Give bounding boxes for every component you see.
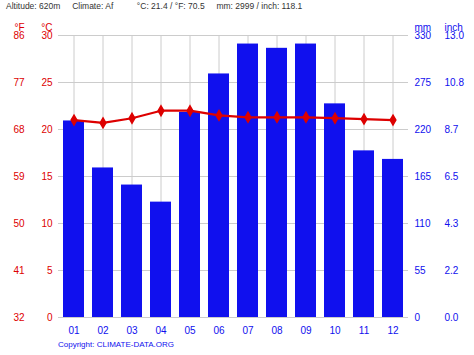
svg-text:0: 0 <box>47 312 53 323</box>
svg-text:30: 30 <box>41 29 53 41</box>
svg-text:4.3: 4.3 <box>445 218 459 229</box>
svg-text:6.5: 6.5 <box>445 171 459 182</box>
svg-text:06: 06 <box>213 325 225 336</box>
svg-text:inch: inch <box>445 22 463 33</box>
svg-text:275: 275 <box>415 77 432 88</box>
svg-text:10: 10 <box>41 218 53 229</box>
svg-text:02: 02 <box>97 325 109 336</box>
svg-text:8.7: 8.7 <box>445 124 459 135</box>
svg-text:10.8: 10.8 <box>445 77 465 88</box>
svg-text:01: 01 <box>68 325 80 336</box>
svg-text:°C: °C <box>41 22 52 33</box>
svg-text:07: 07 <box>242 325 254 336</box>
html-text:Copyright: CLIMATE-DATA.ORG: Copyright: CLIMATE-DATA.ORG <box>58 340 174 349</box>
svg-text:25: 25 <box>41 77 53 88</box>
svg-text:04: 04 <box>155 325 167 336</box>
svg-text:0: 0 <box>415 312 421 323</box>
svg-text:68: 68 <box>13 124 25 135</box>
svg-text:12: 12 <box>387 325 399 336</box>
svg-text:08: 08 <box>271 325 283 336</box>
svg-text:10: 10 <box>329 325 341 336</box>
svg-text:0.0: 0.0 <box>445 312 459 323</box>
svg-text:09: 09 <box>300 325 312 336</box>
svg-text:165: 165 <box>415 171 432 182</box>
svg-text:°F: °F <box>14 22 24 33</box>
svg-text:86: 86 <box>13 29 25 41</box>
svg-text:220: 220 <box>415 124 432 135</box>
html-text:Altitude: 620m Climate: Af °C:: Altitude: 620m Climate: Af °C: 21.4 / °F… <box>6 1 303 11</box>
svg-text:77: 77 <box>13 77 25 88</box>
svg-text:03: 03 <box>126 325 138 336</box>
svg-text:15: 15 <box>41 171 53 182</box>
svg-text:05: 05 <box>184 325 196 336</box>
svg-text:2.2: 2.2 <box>445 265 459 276</box>
svg-text:5: 5 <box>47 265 53 276</box>
svg-text:110: 110 <box>415 218 431 229</box>
svg-text:11: 11 <box>359 325 370 336</box>
svg-text:41: 41 <box>13 265 25 276</box>
svg-text:50: 50 <box>13 218 25 229</box>
svg-text:13.0: 13.0 <box>444 29 464 41</box>
svg-text:330: 330 <box>414 29 432 41</box>
svg-text:59: 59 <box>13 171 25 182</box>
svg-text:mm: mm <box>415 22 432 33</box>
svg-text:20: 20 <box>41 124 53 135</box>
svg-text:55: 55 <box>415 265 427 276</box>
svg-text:32: 32 <box>13 312 25 323</box>
